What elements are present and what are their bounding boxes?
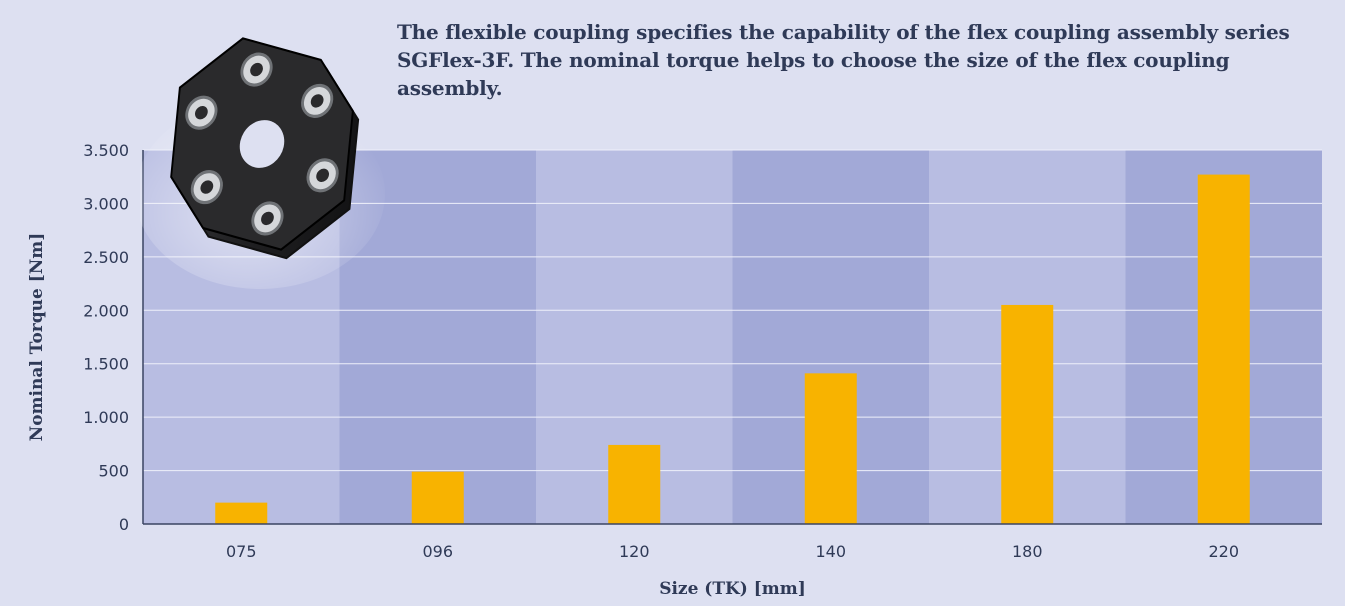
bar — [1001, 304, 1054, 524]
flexible-coupling-icon — [140, 37, 385, 289]
x-axis-title: Size (TK) [mm] — [659, 579, 806, 599]
y-tick-label: 500 — [98, 462, 129, 481]
x-tick-label: 180 — [1012, 542, 1043, 561]
y-tick-label: 2.000 — [83, 301, 129, 320]
y-tick-label: 0 — [119, 515, 129, 534]
bar — [411, 471, 464, 524]
x-tick-label: 140 — [815, 542, 846, 561]
x-tick-label: 096 — [422, 542, 453, 561]
x-tick-label: 120 — [619, 542, 650, 561]
x-tick-labels: 075 096 120 140 180 220 — [226, 542, 1239, 561]
bar — [215, 502, 268, 524]
y-tick-label: 1.500 — [83, 355, 129, 374]
bar — [804, 373, 857, 524]
y-tick-label: 1.000 — [83, 408, 129, 427]
bar — [1197, 174, 1250, 524]
bars — [215, 174, 1250, 524]
y-tick-labels: 0 500 1.000 1.500 2.000 2.500 3.000 3.500 — [83, 141, 129, 534]
y-tick-label: 2.500 — [83, 248, 129, 267]
x-tick-label: 075 — [226, 542, 257, 561]
y-tick-label: 3.500 — [83, 141, 129, 160]
chart-description: The flexible coupling specifies the capa… — [397, 20, 1290, 100]
y-tick-label: 3.000 — [83, 194, 129, 213]
y-axis-title: Nominal Torque [Nm] — [27, 233, 47, 442]
x-tick-label: 220 — [1208, 542, 1239, 561]
bar — [608, 444, 661, 524]
